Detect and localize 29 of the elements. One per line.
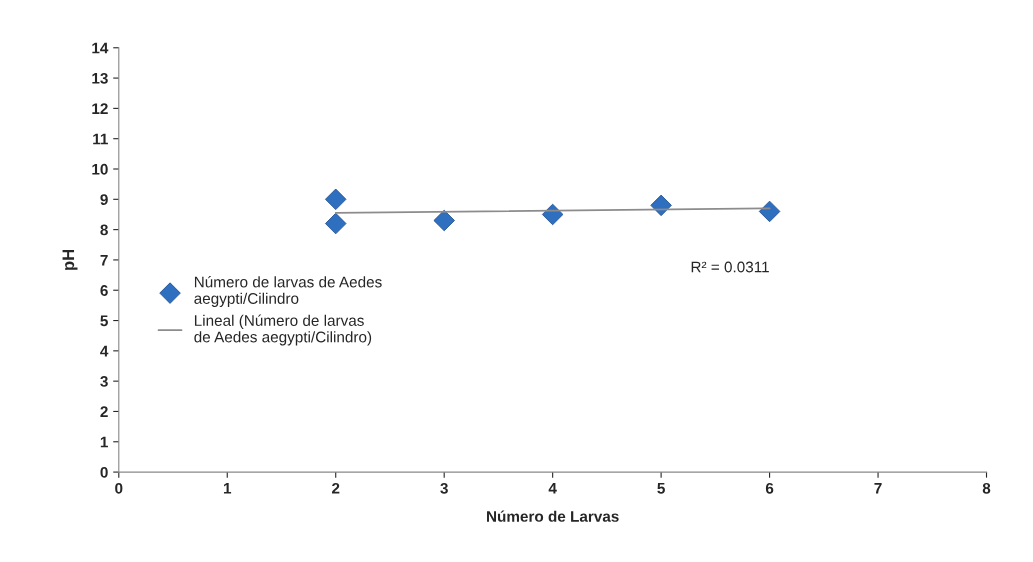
y-tick-label: 9 bbox=[100, 194, 108, 205]
y-tick-label: 0 bbox=[100, 466, 108, 478]
legend-label: Número de larvas de Aedes aegypti/Cilindro bbox=[194, 276, 382, 307]
y-tick-label: 3 bbox=[100, 376, 108, 387]
y-axis-title: pH bbox=[62, 249, 78, 270]
annotation: R² = 0.0311 bbox=[691, 261, 769, 273]
y-tick-label: 10 bbox=[92, 163, 108, 175]
x-tick-label: 1 bbox=[223, 483, 232, 494]
y-tick-label: 4 bbox=[100, 345, 109, 357]
x-tick-label: 2 bbox=[332, 482, 340, 494]
y-tick-label: 1 bbox=[100, 436, 108, 448]
y-tick-label: 8 bbox=[100, 224, 108, 236]
legend-label: Lineal (Número de larvas de Aedes aegypti/Cilindro) bbox=[194, 314, 372, 346]
x-tick-label: 0 bbox=[115, 482, 123, 494]
y-tick-label: 13 bbox=[92, 72, 108, 84]
x-tick-label: 5 bbox=[657, 483, 665, 494]
y-tick-label: 7 bbox=[100, 254, 108, 266]
y-tick-label: 6 bbox=[100, 285, 108, 296]
x-tick-label: 7 bbox=[874, 483, 882, 494]
x-tick-label: 4 bbox=[548, 483, 557, 494]
x-axis-title: Número de Larvas bbox=[487, 510, 619, 522]
y-tick-label: 12 bbox=[92, 103, 108, 114]
x-tick-label: 8 bbox=[982, 482, 991, 494]
x-tick-label: 6 bbox=[765, 482, 774, 494]
y-tick-label: 2 bbox=[100, 406, 108, 417]
y-tick-label: 5 bbox=[100, 315, 108, 327]
y-tick-label: 14 bbox=[92, 42, 109, 54]
y-tick-label: 11 bbox=[93, 133, 108, 145]
x-tick-label: 3 bbox=[440, 482, 448, 494]
